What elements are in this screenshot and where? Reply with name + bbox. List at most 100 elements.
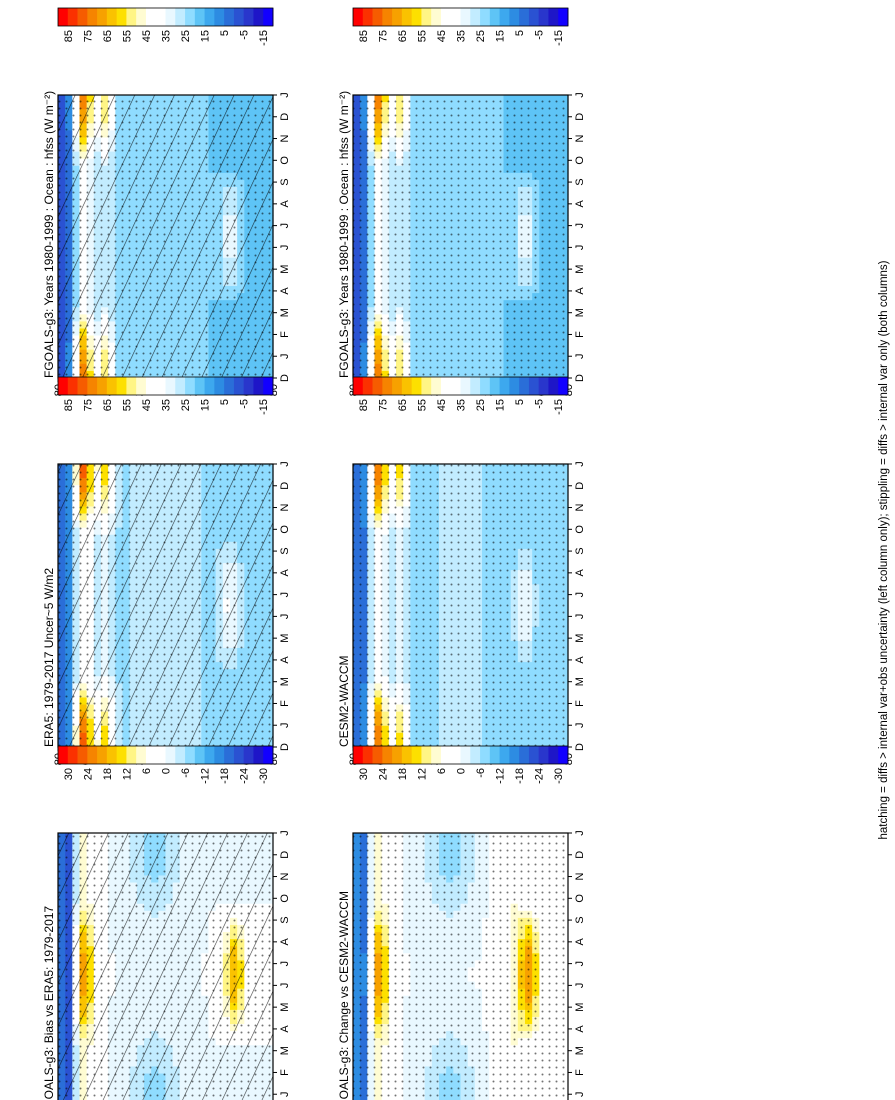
- time-tick-label: O: [279, 525, 291, 534]
- colorbar-swatch: [175, 8, 186, 26]
- colorbar-swatch: [145, 377, 157, 395]
- colorbar-swatch: [519, 8, 530, 26]
- colorbar-label: 25: [180, 399, 192, 411]
- colorbar-label: 75: [82, 399, 94, 411]
- time-tick-label: F: [279, 700, 291, 707]
- colorbar-swatch: [175, 377, 186, 395]
- panel-3: 8060°N20020°S6080DJFMAMJJASONDJERA5: 197…: [42, 376, 291, 765]
- colorbar-swatch: [401, 8, 413, 26]
- colorbar-swatch: [185, 377, 196, 395]
- time-tick-label: J: [279, 92, 291, 98]
- time-tick-label: O: [279, 156, 291, 165]
- stippling-overlay: [353, 95, 568, 378]
- colorbar-label: 25: [475, 30, 487, 42]
- colorbar-label: 55: [416, 30, 428, 42]
- hatching-overlay: [58, 464, 273, 747]
- colorbar-label: 5: [219, 30, 231, 36]
- panel-title: ERA5: 1979-2017 Uncer~5 W/m2: [42, 568, 56, 747]
- colorbar-label: 45: [436, 30, 448, 42]
- colorbar-swatch: [263, 8, 274, 26]
- colorbar-label: 35: [161, 399, 173, 411]
- colorbar-frame: [57, 7, 274, 27]
- colorbar-label: 65: [397, 30, 409, 42]
- colorbar-swatch: [58, 8, 69, 26]
- colorbar-swatch: [136, 377, 147, 395]
- time-tick-label: M: [279, 265, 291, 274]
- colorbar-swatch: [509, 8, 520, 26]
- colorbar-swatch: [450, 8, 461, 26]
- time-tick-label: D: [279, 374, 291, 382]
- colorbar-label: 45: [141, 30, 153, 42]
- colorbar-swatch: [116, 377, 127, 395]
- colorbar-label: 75: [377, 30, 389, 42]
- colorbar-swatch: [440, 8, 452, 26]
- colorbar-swatch: [243, 377, 254, 395]
- colorbar-swatch: [253, 8, 264, 26]
- colorbar-swatch: [353, 8, 364, 26]
- colorbar-swatch: [126, 377, 137, 395]
- time-tick-label: J: [279, 245, 291, 251]
- colorbar-swatch: [421, 8, 432, 26]
- time-tick-label: M: [279, 308, 291, 317]
- colorbar-label: -5: [239, 399, 251, 409]
- colorbar-swatch: [411, 8, 422, 26]
- colorbar-frame: [57, 376, 274, 396]
- colorbar-label: 75: [82, 30, 94, 42]
- colorbar-swatch: [67, 377, 78, 395]
- colorbar-swatch: [489, 8, 500, 26]
- time-tick-label: J: [279, 461, 291, 467]
- time-tick-label: J: [574, 92, 586, 98]
- colorbar-label: -5: [534, 30, 546, 40]
- time-tick-label: J: [574, 245, 586, 251]
- time-tick-label: N: [279, 135, 291, 143]
- colorbar-swatch: [214, 8, 225, 26]
- time-tick-label: S: [574, 178, 586, 185]
- colorbar-swatch: [155, 377, 166, 395]
- colorbar-swatch: [136, 8, 147, 26]
- panel-1: 8060°N20020°S6080DJFMAMJJASONDJFGOALS-g3…: [42, 7, 291, 396]
- colorbar-swatch: [233, 8, 245, 26]
- time-tick-label: N: [574, 135, 586, 143]
- colorbar-label: 15: [200, 30, 212, 42]
- colorbar-swatch: [194, 377, 205, 395]
- time-tick-label: J: [279, 592, 291, 598]
- colorbar-label: 65: [102, 30, 114, 42]
- colorbar-swatch: [106, 8, 118, 26]
- colorbar-swatch: [165, 8, 176, 26]
- colorbar-swatch: [372, 8, 383, 26]
- colorbar-label: 45: [141, 399, 153, 411]
- colorbar-swatch: [155, 8, 166, 26]
- time-tick-label: D: [279, 743, 291, 751]
- colorbar-swatch: [431, 8, 442, 26]
- time-tick-label: F: [279, 331, 291, 338]
- colorbar-label: 15: [495, 30, 507, 42]
- colorbar-swatch: [499, 8, 510, 26]
- time-tick-label: M: [574, 265, 586, 274]
- colorbar-label: 15: [200, 399, 212, 411]
- colorbar-swatch: [460, 8, 471, 26]
- time-tick-label: D: [574, 113, 586, 121]
- colorbar-label: -5: [239, 30, 251, 40]
- colorbar-label: 85: [63, 399, 75, 411]
- colorbar-swatch: [470, 8, 481, 26]
- colorbar-label: 35: [161, 30, 173, 42]
- time-tick-label: A: [574, 200, 586, 208]
- time-tick-label: A: [279, 200, 291, 208]
- time-tick-label: D: [279, 113, 291, 121]
- colorbar-label: 5: [514, 30, 526, 36]
- colorbar-swatch: [67, 8, 78, 26]
- colorbar-label: 65: [102, 399, 114, 411]
- colorbar-swatch: [106, 377, 118, 395]
- panel-title: FGOALS-g3: Years 1980-1999 : Ocean : hfs…: [337, 91, 351, 378]
- panels-layer: 8060°N20020°S6080DJFMAMJJASONDJFGOALS-g3…: [42, 7, 586, 1100]
- colorbar-label: 25: [180, 30, 192, 42]
- colorbar-swatch: [253, 377, 264, 395]
- colorbar-swatch: [538, 8, 549, 26]
- colorbar-swatch: [87, 377, 98, 395]
- time-tick-label: J: [279, 614, 291, 620]
- colorbar-swatch: [224, 377, 235, 395]
- colorbar-swatch: [263, 377, 274, 395]
- time-tick-label: S: [279, 547, 291, 554]
- colorbar-swatch: [362, 8, 373, 26]
